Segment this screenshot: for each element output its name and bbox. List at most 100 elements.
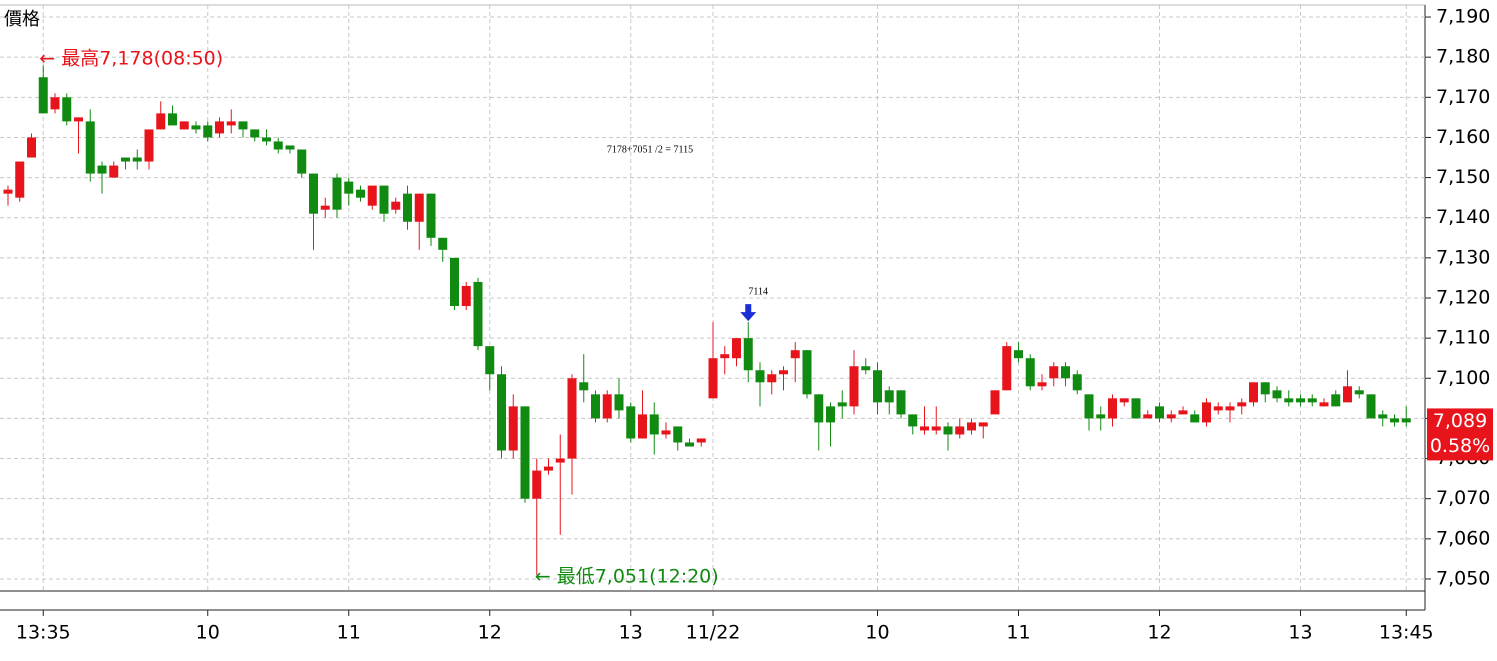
- candle-body: [814, 394, 824, 423]
- y-tick-label: 7,160: [1436, 126, 1490, 148]
- candle-body: [1108, 398, 1117, 419]
- candle-body: [943, 426, 953, 435]
- candle-body: [356, 189, 365, 198]
- candle-body: [790, 350, 800, 359]
- candle-body: [990, 390, 1000, 415]
- candle-body: [1143, 414, 1153, 419]
- candle-body: [367, 185, 377, 206]
- candle-body: [121, 157, 130, 162]
- candle-body: [732, 338, 741, 359]
- formula-note: 7178+7051 /2 = 7115: [607, 144, 693, 155]
- candle-body: [661, 430, 671, 435]
- candle-body: [544, 466, 553, 471]
- candle-body: [273, 141, 283, 150]
- candle-body: [779, 370, 788, 375]
- candle-body: [1025, 358, 1035, 387]
- candle-body: [450, 257, 459, 307]
- high-annotation: ← 最高7,178(08:50): [39, 48, 223, 70]
- candle-body: [884, 390, 894, 403]
- candle-body: [708, 358, 718, 399]
- candle-body: [1190, 414, 1200, 423]
- y-tick-label: 7,070: [1436, 487, 1490, 509]
- y-tick-label: 7,170: [1436, 86, 1490, 108]
- candle-body: [1284, 398, 1294, 403]
- candle-body: [1378, 414, 1388, 419]
- marker-arrow: [740, 304, 757, 322]
- candle-body: [861, 366, 871, 371]
- candle-body: [215, 121, 224, 134]
- candle-body: [461, 285, 471, 307]
- candle-body: [532, 470, 542, 499]
- candle-body: [1202, 402, 1211, 423]
- candle-body: [226, 121, 236, 126]
- y-tick-label: 7,110: [1436, 327, 1490, 349]
- candle-body: [1390, 418, 1399, 423]
- y-tick-label: 7,100: [1436, 367, 1490, 389]
- candle-body: [1354, 390, 1364, 395]
- candle-body: [332, 177, 342, 210]
- x-tick-label: 10: [865, 622, 889, 644]
- candle-body: [1260, 382, 1270, 395]
- candle-body: [50, 97, 60, 110]
- x-tick-label: 10: [196, 622, 220, 644]
- candle-body: [414, 193, 424, 222]
- candle-body: [1401, 418, 1411, 423]
- x-tick-label: 13:35: [16, 622, 71, 644]
- candle-body: [320, 205, 330, 210]
- candle-body: [85, 121, 95, 174]
- candle-body: [1307, 398, 1317, 403]
- candle-body: [743, 338, 753, 371]
- candle-body: [1002, 346, 1012, 391]
- candle-body: [1249, 382, 1258, 403]
- y-tick-label: 7,180: [1436, 46, 1490, 68]
- x-tick-label: 11: [337, 622, 361, 644]
- candle-body: [1237, 402, 1247, 407]
- candle-body: [132, 157, 142, 162]
- candle-body: [520, 406, 530, 499]
- candle-body: [1096, 414, 1106, 419]
- candle-body: [1049, 366, 1059, 379]
- candle-body: [15, 161, 25, 198]
- x-tick-label: 13: [1288, 622, 1312, 644]
- candle-body: [238, 121, 248, 130]
- x-tick-label: 11/22: [686, 622, 741, 644]
- candle-body: [649, 414, 659, 435]
- candle-body: [579, 382, 589, 391]
- candle-body: [626, 406, 636, 439]
- candle-body: [978, 422, 988, 427]
- x-tick-label: 13:45: [1379, 622, 1434, 644]
- candle-body: [1119, 398, 1129, 403]
- candle-body: [3, 189, 13, 194]
- candle-body: [485, 346, 495, 375]
- candle-body: [262, 137, 271, 142]
- candle-body: [109, 165, 119, 178]
- candle-body: [297, 149, 307, 174]
- candle-body: [203, 125, 213, 138]
- candle-body: [426, 193, 436, 238]
- candle-body: [62, 97, 72, 122]
- candle-body: [1072, 374, 1082, 391]
- candle-body: [896, 390, 906, 415]
- candle-body: [767, 374, 777, 383]
- candle-body: [1084, 394, 1094, 419]
- candle-body: [403, 193, 412, 222]
- candle-body: [1272, 390, 1282, 399]
- candle-body: [931, 426, 941, 431]
- candle-body: [591, 394, 600, 419]
- candle-body: [802, 350, 812, 395]
- y-tick-label: 7,060: [1436, 527, 1490, 549]
- y-tick-label: 7,120: [1436, 287, 1490, 309]
- x-tick-label: 12: [1147, 622, 1171, 644]
- candle-body: [685, 442, 694, 447]
- candle-body: [1061, 366, 1070, 379]
- candle-body: [1343, 386, 1352, 403]
- candle-body: [638, 414, 647, 439]
- low-annotation: ← 最低7,051(12:20): [535, 565, 719, 587]
- candle-body: [344, 181, 354, 194]
- candle-body: [1366, 394, 1376, 419]
- candle-body: [849, 366, 859, 407]
- candle-body: [1155, 406, 1164, 419]
- candle-body: [156, 113, 166, 130]
